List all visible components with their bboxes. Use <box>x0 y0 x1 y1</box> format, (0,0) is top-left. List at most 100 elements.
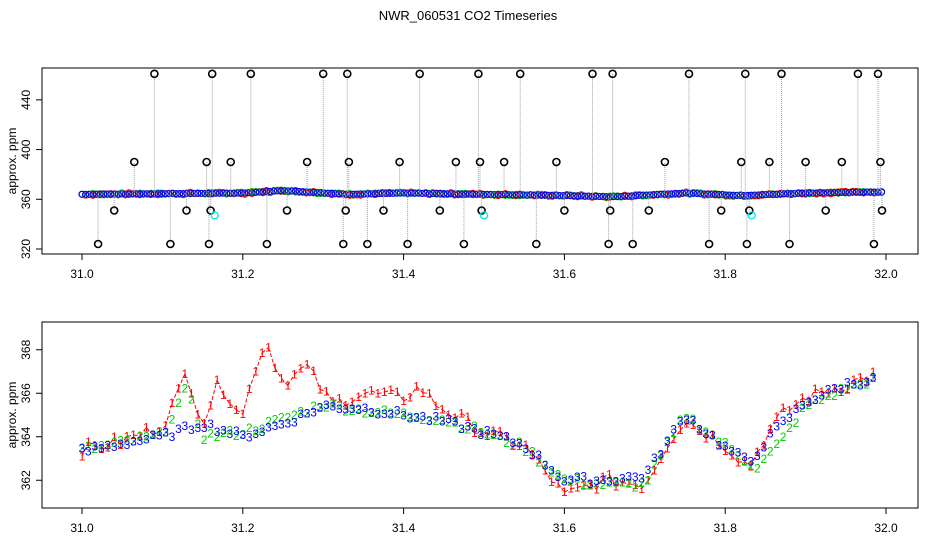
series-2-label: 2 <box>246 421 253 435</box>
baseline-point-blue <box>451 190 459 198</box>
series-2-label: 2 <box>355 402 362 416</box>
series-1-segment <box>261 347 269 354</box>
series-1-segment <box>133 434 140 437</box>
series-1-segment <box>744 461 752 467</box>
baseline-point-blue <box>823 189 831 197</box>
baseline-point-blue <box>310 188 318 196</box>
series-2-label: 2 <box>567 475 574 489</box>
series-2-label: 2 <box>477 425 484 439</box>
spike-point <box>435 206 445 215</box>
series-3-label: 3 <box>587 477 594 491</box>
series-3-label: 3 <box>703 427 710 441</box>
series-1-segment <box>461 413 469 418</box>
series-1-segment <box>242 389 250 415</box>
series-3-label: 3 <box>831 382 838 396</box>
baseline-point-blue <box>845 188 853 196</box>
series-2-label: 2 <box>748 459 755 473</box>
series-1-segment <box>673 429 681 440</box>
spike-point <box>341 206 351 215</box>
baseline-point-blue <box>628 192 636 200</box>
x-tick-label: 31.8 <box>714 521 738 535</box>
series-3-label: 3 <box>400 408 407 422</box>
series-2-label: 2 <box>600 478 607 492</box>
series-3-label: 3 <box>728 445 735 459</box>
series-2-label: 2 <box>239 428 246 442</box>
spike-point <box>785 239 794 249</box>
series-1-segment <box>641 480 649 490</box>
x-tick-label: 32.0 <box>874 267 898 281</box>
series-1-segment <box>390 389 398 393</box>
series-3-label: 3 <box>188 423 195 437</box>
spike-point <box>403 239 412 249</box>
series-2-label: 2 <box>818 393 825 407</box>
series-2-label: 2 <box>149 428 156 442</box>
series-2-label: 2 <box>111 436 118 450</box>
baseline-point-blue <box>454 190 462 198</box>
series-3-label: 3 <box>760 441 767 455</box>
baseline-point-blue <box>863 188 871 196</box>
baseline-point-blue <box>241 189 249 197</box>
series-2-label: 2 <box>220 426 227 440</box>
series-2-label: 2 <box>799 401 806 415</box>
series-1-segment <box>351 396 359 403</box>
series-3-label: 3 <box>613 475 620 489</box>
series-1-segment <box>319 388 327 393</box>
series-3-label: 3 <box>458 422 465 436</box>
x-tick-label: 31.6 <box>553 267 577 281</box>
series-3-label: 3 <box>323 398 330 412</box>
baseline-point-blue <box>176 190 184 198</box>
baseline-point-blue <box>458 190 466 198</box>
series-1-segment <box>795 397 803 405</box>
series-3-label: 3 <box>748 454 755 468</box>
series-1-segment <box>666 438 675 449</box>
series-2-label: 2 <box>394 407 401 421</box>
series-1-segment <box>300 364 308 369</box>
baseline-point-blue <box>563 192 571 200</box>
baseline-point-blue <box>581 192 589 200</box>
spike-point <box>869 239 879 249</box>
series-2-label: 2 <box>735 449 742 463</box>
baseline-point-blue <box>295 187 303 196</box>
series-2-label: 2 <box>130 435 137 449</box>
baseline-point-blue <box>270 187 278 195</box>
series-1-segment <box>287 374 295 386</box>
baseline-point-blue <box>650 191 658 199</box>
series-1-segment <box>364 390 372 394</box>
series-1-segment <box>615 482 623 487</box>
series-1-segment <box>776 407 784 418</box>
series-2-label: 2 <box>587 478 594 492</box>
baseline-point-blue <box>429 189 437 198</box>
baseline-point-blue <box>158 190 166 198</box>
series-1-segment <box>210 379 218 406</box>
cyan-point <box>479 211 489 220</box>
baseline-point-blue <box>353 190 361 198</box>
series-1-segment <box>731 455 739 463</box>
spike-point <box>628 239 638 249</box>
series-2-label: 2 <box>323 400 330 414</box>
baseline-point-blue <box>237 189 245 197</box>
series-3-label: 3 <box>375 407 382 421</box>
y-tick-label: 360 <box>19 189 33 209</box>
series-1-segment <box>827 388 835 394</box>
baseline-point-blue <box>639 191 647 199</box>
x-tick-label: 31.0 <box>70 267 94 281</box>
series-2-label: 2 <box>214 430 221 444</box>
series-2-label: 2 <box>297 404 304 418</box>
series-1-segment <box>274 367 282 379</box>
series-2-label: 2 <box>317 401 324 415</box>
series-2-label: 2 <box>619 475 626 489</box>
series-3-label: 3 <box>432 410 439 424</box>
series-3-label: 3 <box>593 474 600 488</box>
series-3-label: 3 <box>387 408 394 422</box>
series-2-label: 2 <box>838 381 845 395</box>
series-3-label: 3 <box>658 448 665 462</box>
series-3-label: 3 <box>690 414 697 428</box>
series-3-label: 3 <box>368 406 375 420</box>
series-3-label: 3 <box>645 463 652 477</box>
series-2-label: 2 <box>104 438 111 452</box>
baseline-point-blue <box>375 190 383 198</box>
baseline-point-blue <box>798 189 806 197</box>
baseline-point-blue <box>223 189 231 197</box>
series-2-label: 2 <box>658 449 665 463</box>
series-2-label: 2 <box>709 428 716 442</box>
